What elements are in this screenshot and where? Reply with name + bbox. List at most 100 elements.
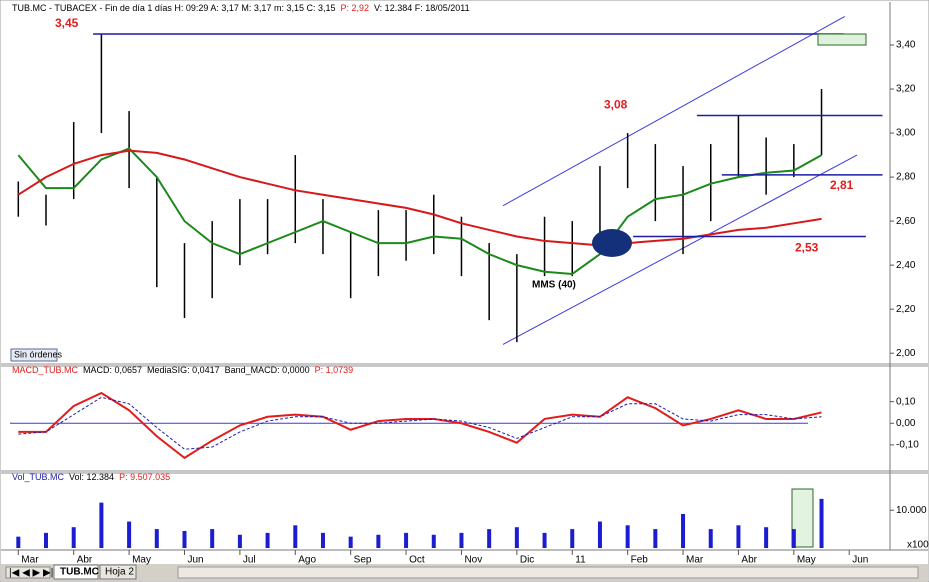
- volume-bar: [210, 529, 215, 548]
- volume-bar: [348, 536, 353, 548]
- y-tick-label: 2,40: [896, 260, 916, 271]
- header-part: P: 1,0739: [315, 365, 354, 375]
- y-tick-label: 0,10: [896, 396, 916, 407]
- volume-bar: [404, 532, 409, 548]
- x-tick-label: Feb: [631, 555, 649, 566]
- y-tick-label: 2,60: [896, 216, 916, 227]
- y-tick-label: 0,00: [896, 418, 916, 429]
- x-tick-label: May: [132, 555, 151, 566]
- volume-bar: [597, 521, 602, 548]
- status-box: [10, 348, 58, 362]
- volume-bar: [44, 532, 49, 548]
- volume-bar: [376, 534, 381, 548]
- panel-separator: [1, 470, 928, 474]
- cross-marker: [592, 229, 632, 257]
- y-tick-label: 3,40: [896, 40, 916, 51]
- header-part: MediaSIG: 0,0417: [147, 365, 220, 375]
- header-part: MACD: 0,0657: [83, 365, 142, 375]
- moving-average: [17, 149, 822, 247]
- status-text: Sin órdenes: [14, 349, 63, 359]
- volume-bar: [791, 529, 796, 548]
- volume-bar: [71, 527, 76, 548]
- volume-bar: [625, 525, 630, 548]
- y-tick-label: 2,20: [896, 304, 916, 315]
- volume-bar: [293, 525, 298, 548]
- volume-bar: [127, 521, 132, 548]
- panel-separator: [1, 363, 928, 367]
- highlight-box: [791, 488, 814, 548]
- scrollbar[interactable]: [177, 566, 919, 579]
- volume-bar: [570, 529, 575, 548]
- y-tick-label: 2,00: [896, 348, 916, 359]
- nav-buttons[interactable]: [5, 566, 51, 579]
- header-part: P: 9.507.035: [119, 472, 170, 482]
- nav-arrows[interactable]: |◀ ◀ ▶ ▶|: [9, 568, 53, 579]
- level-label: 3,08: [604, 98, 628, 112]
- x-tick-label: Mar: [686, 555, 704, 566]
- volume-bar: [431, 534, 436, 548]
- tab[interactable]: [99, 564, 137, 580]
- volume-bar: [542, 532, 547, 548]
- tab[interactable]: [53, 564, 99, 580]
- volume-bar: [736, 525, 741, 548]
- moving-average: [17, 147, 823, 275]
- level-label: 2,53: [795, 241, 819, 255]
- y-tick-label: 3,00: [896, 128, 916, 139]
- volume-bar: [708, 529, 713, 548]
- trend-line: [502, 15, 846, 207]
- x-tick-label: Abr: [741, 555, 757, 566]
- tab-nav[interactable]: |◀ ◀ ▶ ▶|: [5, 566, 53, 579]
- line-label: MMS (40): [532, 280, 576, 291]
- level-label: 3,45: [55, 16, 79, 30]
- volume-bar: [514, 527, 519, 548]
- x-tick-label: Nov: [464, 555, 482, 566]
- x-tick-label: Mar: [21, 555, 39, 566]
- volume-header: Vol_TUB.MC Vol: 12.384 P: 9.507.035: [12, 472, 170, 482]
- header-part: Band_MACD: 0,0000: [225, 365, 310, 375]
- tab-label[interactable]: TUB.MC: [60, 567, 99, 578]
- x-tick-label: May: [797, 555, 816, 566]
- macd-line: [18, 396, 822, 450]
- y-tick-label: 10.000: [896, 505, 927, 516]
- tab-label[interactable]: Hoja 2: [105, 567, 134, 578]
- volume-bar: [459, 532, 464, 548]
- macd-header: MACD_TUB.MC MACD: 0,0657 MediaSIG: 0,0417 B…: [12, 365, 353, 375]
- macd-line: [18, 391, 822, 460]
- chart-header: TUB.MC - TUBACEX - Fin de día 1 días H: …: [12, 3, 470, 13]
- volume-bar: [265, 532, 270, 548]
- y-tick-label: 2,80: [896, 172, 916, 183]
- level-label: 2,81: [830, 178, 854, 192]
- volume-bar: [320, 532, 325, 548]
- target-box: [817, 33, 867, 46]
- x-tick-label: Abr: [77, 555, 93, 566]
- volume-bar: [99, 502, 104, 548]
- x-tick-label: Dic: [520, 555, 534, 566]
- y-tick-label: 3,20: [896, 84, 916, 95]
- volume-bar: [764, 527, 769, 548]
- header-part: MACD_TUB.MC: [12, 365, 79, 375]
- volume-bar: [487, 529, 492, 548]
- x-tick-label: Sep: [354, 555, 372, 566]
- x-tick-label: Ago: [298, 555, 316, 566]
- header-part: Vol: 12.384: [69, 472, 114, 482]
- header-part: Vol_TUB.MC: [12, 472, 65, 482]
- x-tick-label: 11: [575, 555, 586, 566]
- y-tick-label: -0,10: [896, 440, 919, 451]
- x-tick-label: Oct: [409, 555, 425, 566]
- volume-bar: [819, 498, 824, 548]
- volume-bar: [154, 529, 159, 548]
- x-tick-label: Jun: [187, 555, 203, 566]
- unit-label: x100: [907, 540, 929, 551]
- volume-bar: [653, 529, 658, 548]
- volume-bar: [237, 534, 242, 548]
- volume-bar: [16, 536, 21, 548]
- x-tick-label: Jun: [852, 555, 868, 566]
- header-part: P: 2,92: [340, 3, 369, 13]
- volume-bar: [681, 513, 686, 548]
- trend-line: [502, 154, 858, 345]
- header-part: V: 12.384 F: 18/05/2011: [374, 3, 470, 13]
- x-tick-label: Jul: [243, 555, 256, 566]
- header-part: TUB.MC - TUBACEX - Fin de día 1 días H: …: [12, 3, 335, 13]
